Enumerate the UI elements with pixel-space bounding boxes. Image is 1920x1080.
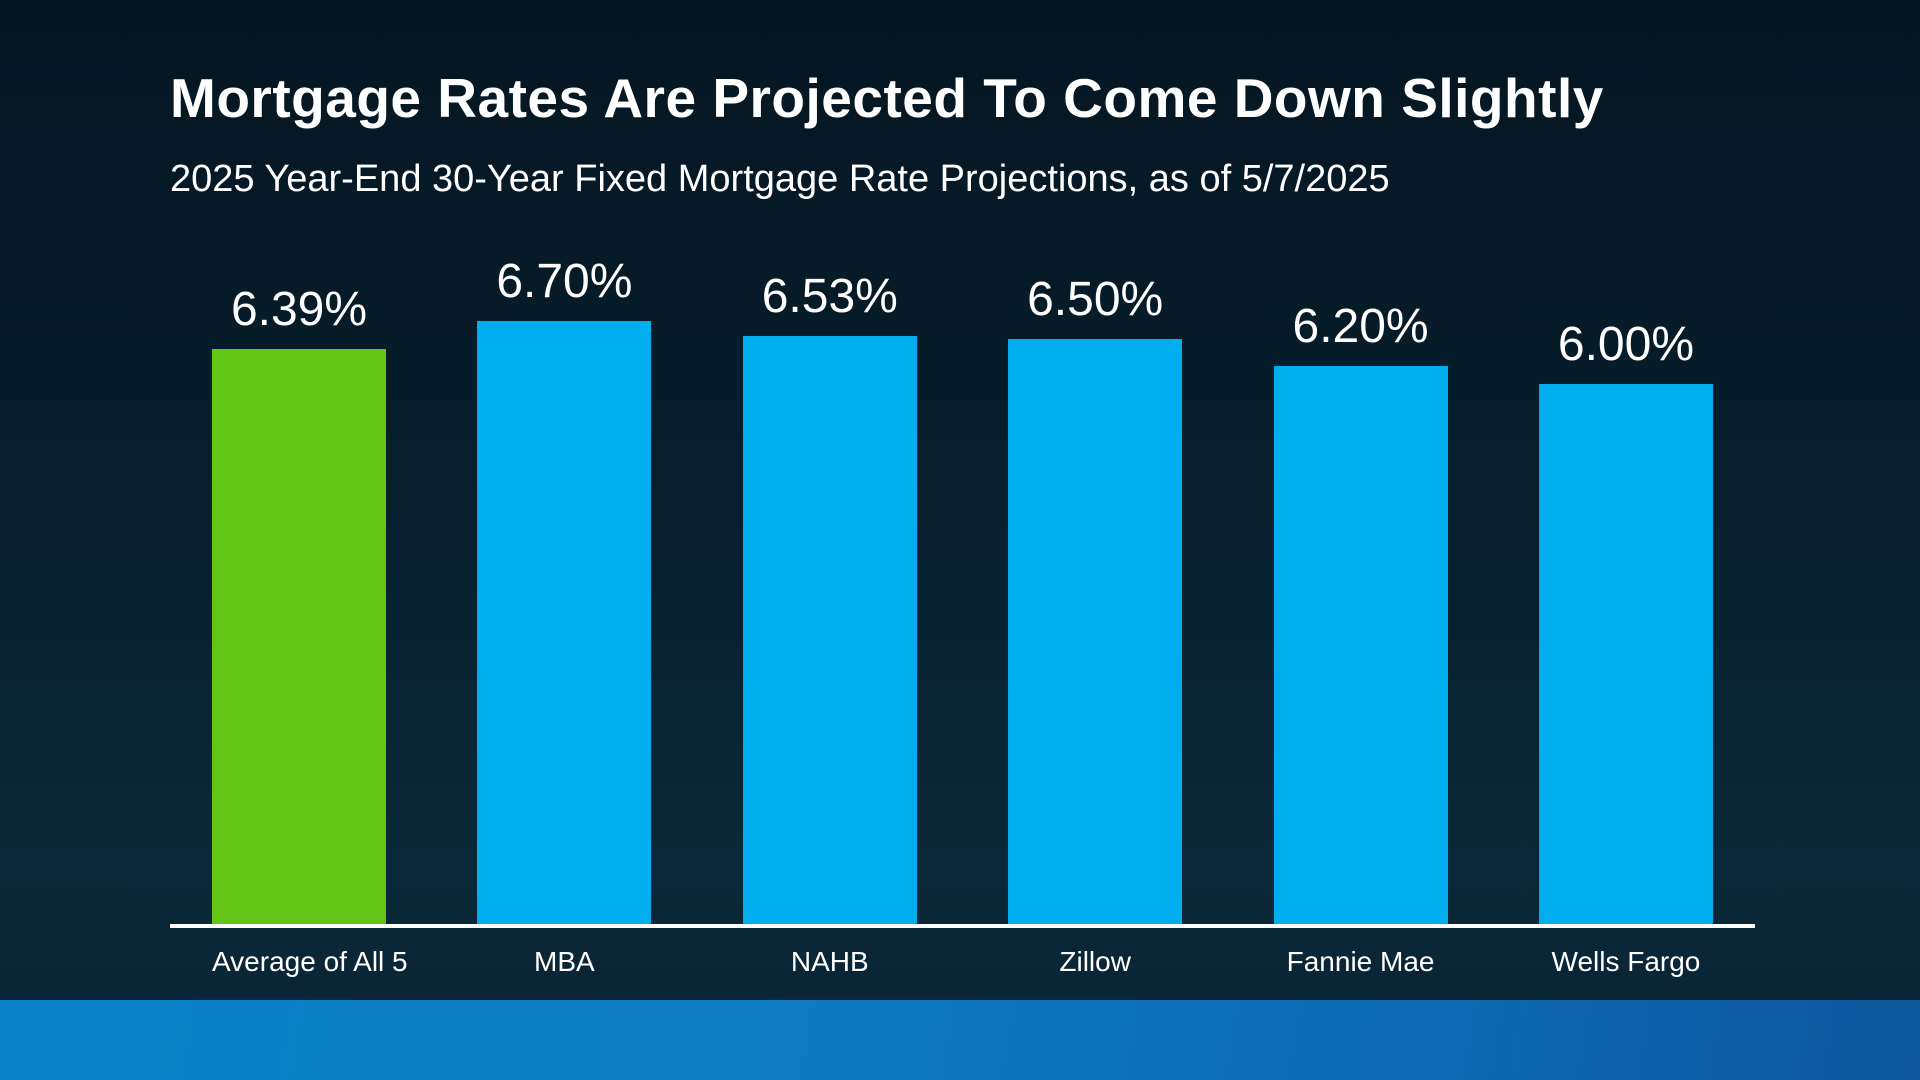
bar-value-label: 6.39% (230, 282, 368, 336)
bar-column: 6.20% (1273, 299, 1448, 924)
bar-column: 6.00% (1538, 317, 1713, 924)
bar (212, 348, 386, 924)
bar (1538, 384, 1713, 924)
bar (1008, 339, 1183, 924)
bar-column: 6.70% (477, 254, 652, 924)
bar-value-label: 6.70% (496, 255, 633, 308)
bar-value-label: 6.53% (761, 270, 898, 324)
bar (477, 321, 652, 924)
bar (1273, 366, 1448, 924)
bottom-accent-strip (0, 1000, 1920, 1080)
bar-column: 6.50% (1008, 272, 1183, 924)
bar-value-label: 6.00% (1557, 318, 1694, 371)
bar-value-label: 6.20% (1292, 300, 1429, 353)
category-label: Zillow (1059, 946, 1131, 977)
bar-column: 6.39% (212, 282, 386, 924)
bar-chart: 6.39% 6.70% 6.53% 6.50% 6.20% 6.00% Average o… (170, 228, 1755, 978)
chart-title: Mortgage Rates Are Projected To Come Dow… (170, 67, 1604, 129)
plot-area: 6.39% 6.70% 6.53% 6.50% 6.20% 6.00% (170, 228, 1755, 928)
bar-value-label: 6.50% (1027, 273, 1164, 326)
category-label: Average of All 5 (212, 946, 408, 977)
chart-subtitle: 2025 Year-End 30-Year Fixed Mortgage Rat… (170, 158, 1390, 200)
category-label: Wells Fargo (1551, 946, 1701, 977)
bar (742, 336, 917, 924)
category-label: MBA (534, 946, 595, 977)
category-label: Fannie Mae (1286, 946, 1435, 977)
category-label: NAHB (790, 946, 869, 977)
bar-column: 6.53% (742, 269, 917, 924)
category-labels: Average of All 5 MBA NAHB Zillow Fannie Mae W… (170, 946, 1755, 978)
